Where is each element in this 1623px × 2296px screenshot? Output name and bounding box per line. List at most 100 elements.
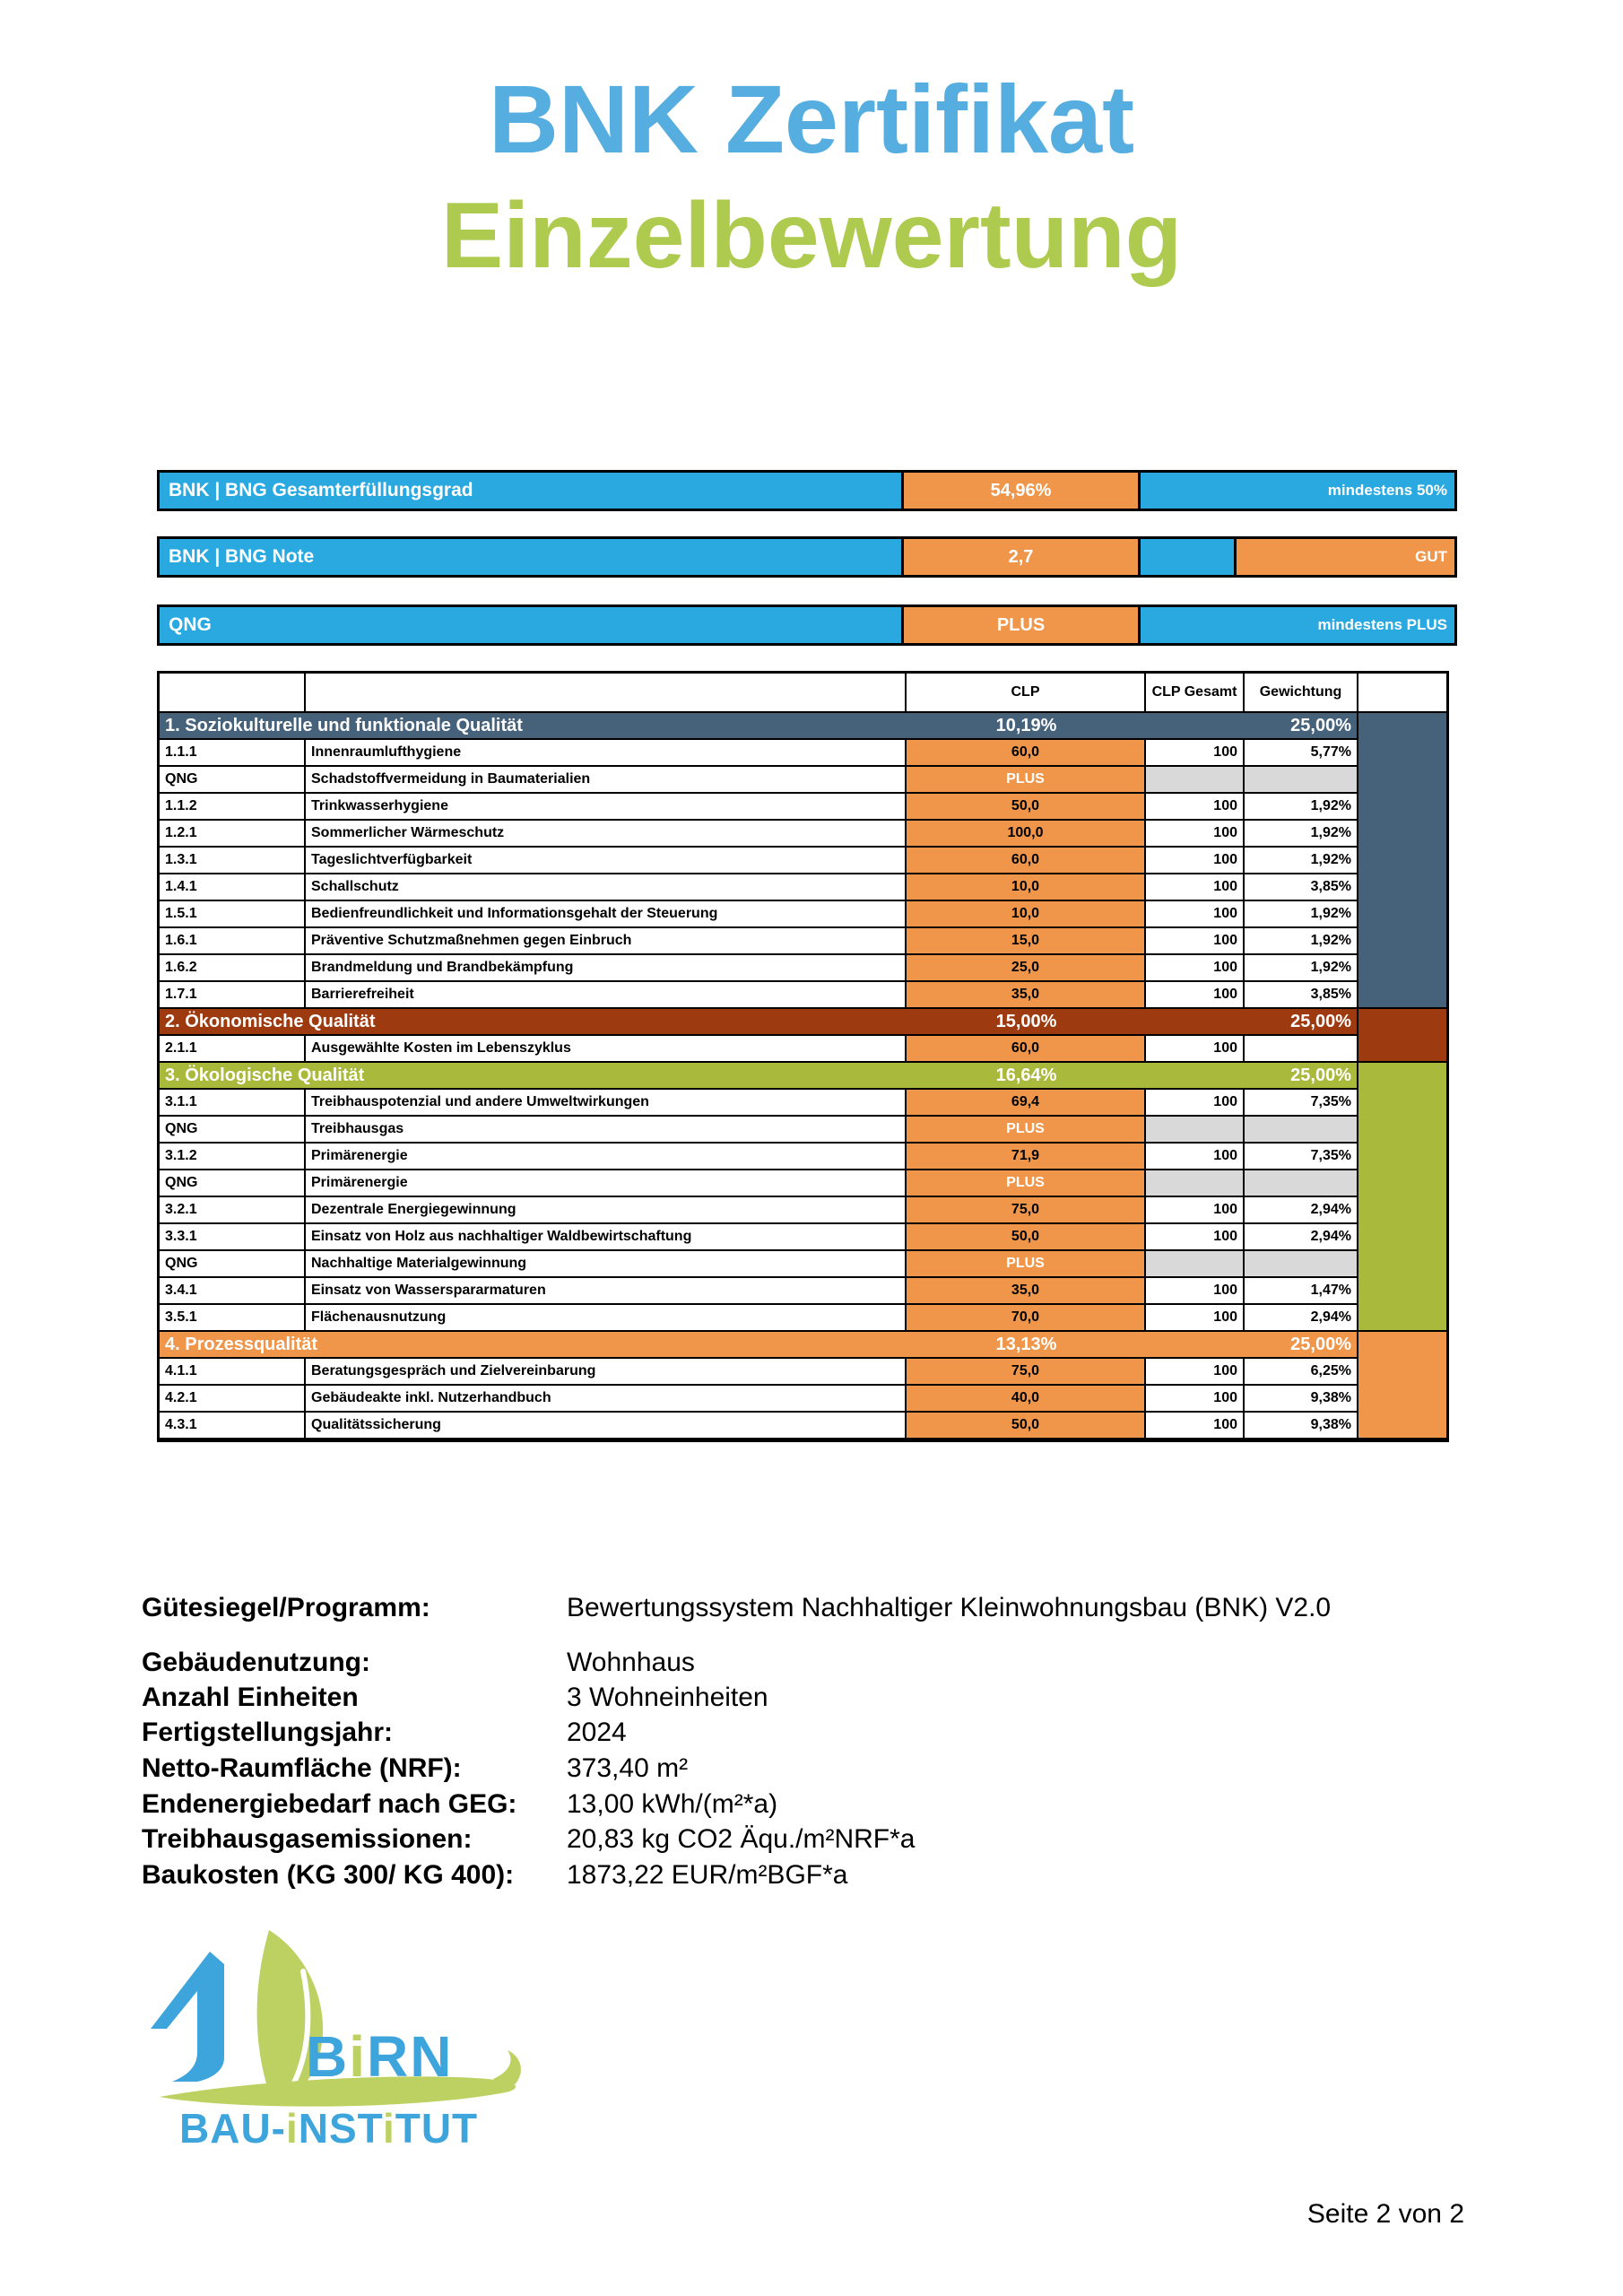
row-clp-gesamt-cell: 100	[1146, 1359, 1245, 1386]
info-row-treibhausgasemissionen: Treibhausgasemissionen: 20,83 kg CO2 Äqu…	[142, 1824, 916, 1855]
bar-minimum-note: mindestens 50%	[1141, 473, 1454, 509]
row-name-cell: Gebäudeakte inkl. Nutzerhandbuch	[306, 1386, 907, 1413]
row-weight-cell	[1245, 1170, 1358, 1197]
row-id-cell: 1.2.1	[160, 821, 306, 848]
row-clp-gesamt-cell: 100	[1146, 1305, 1245, 1332]
row-id-cell: QNG	[160, 1170, 306, 1197]
info-label: Anzahl Einheiten	[142, 1683, 359, 1712]
row-clp-cell: 70,0	[907, 1305, 1146, 1332]
row-name-cell: Qualitätssicherung	[306, 1413, 907, 1439]
row-name-cell: Innenraumlufthygiene	[306, 740, 907, 767]
logo-swoosh-tip	[493, 2050, 521, 2087]
summary-bar-gesamterfuellungsgrad: BNK | BNG Gesamterfüllungsgrad 54,96% mi…	[157, 470, 1457, 511]
section-title: 1. Soziokulturelle und funktionale Quali…	[160, 713, 907, 740]
row-clp-gesamt-cell: 100	[1146, 928, 1245, 955]
row-clp-cell: 15,0	[907, 928, 1146, 955]
row-id-cell: 4.1.1	[160, 1359, 306, 1386]
row-weight-cell: 7,35%	[1245, 1144, 1358, 1170]
section-spacer-cell	[1146, 713, 1245, 740]
row-weight-cell: 1,92%	[1245, 821, 1358, 848]
row-clp-cell: 60,0	[907, 1036, 1146, 1063]
bar-label: BNK | BNG Gesamterfüllungsgrad	[160, 473, 904, 509]
row-id-cell: 3.5.1	[160, 1305, 306, 1332]
row-weight-cell: 1,92%	[1245, 928, 1358, 955]
row-clp-gesamt-cell: 100	[1146, 740, 1245, 767]
row-clp-cell: 10,0	[907, 874, 1146, 901]
table-header-cell	[160, 674, 306, 713]
row-id-cell: 4.3.1	[160, 1413, 306, 1439]
row-id-cell: 1.4.1	[160, 874, 306, 901]
row-clp-cell: 25,0	[907, 955, 1146, 982]
section-side-band	[1358, 1332, 1446, 1439]
row-weight-cell: 7,35%	[1245, 1090, 1358, 1117]
info-row-baukosten: Baukosten (KG 300/ KG 400): 1873,22 EUR/…	[142, 1860, 847, 1891]
row-name-cell: Präventive Schutzmaßnehmen gegen Einbruc…	[306, 928, 907, 955]
page-number: Seite 2 von 2	[1306, 2199, 1464, 2229]
info-value: 373,40 m²	[567, 1753, 689, 1783]
bar-value: 2,7	[904, 539, 1141, 575]
row-clp-gesamt-cell: 100	[1146, 955, 1245, 982]
birn-logo	[151, 1930, 521, 2107]
row-name-cell: Dezentrale Energiegewinnung	[306, 1197, 907, 1224]
logo-swoosh	[160, 2076, 516, 2107]
logo-text-segment: i	[285, 2105, 299, 2152]
row-name-cell: Ausgewählte Kosten im Lebenszyklus	[306, 1036, 907, 1063]
assessment-table: CLP CLP Gesamt Gewichtung 1. Soziokulturell…	[157, 671, 1449, 1442]
row-id-cell: QNG	[160, 1251, 306, 1278]
row-weight-cell: 3,85%	[1245, 982, 1358, 1009]
info-label: Gütesiegel/Programm:	[142, 1593, 430, 1622]
info-value: Wohnhaus	[567, 1648, 695, 1677]
section-clp-value: 10,19%	[907, 713, 1146, 740]
row-id-cell: 2.1.1	[160, 1036, 306, 1063]
section-spacer-cell	[1146, 1009, 1245, 1036]
row-weight-cell: 1,92%	[1245, 901, 1358, 928]
row-id-cell: 1.7.1	[160, 982, 306, 1009]
row-weight-cell: 3,85%	[1245, 874, 1358, 901]
section-side-band	[1358, 1063, 1446, 1332]
row-weight-cell: 9,38%	[1245, 1386, 1358, 1413]
bar-minimum-note: mindestens PLUS	[1141, 607, 1454, 643]
row-weight-cell: 5,77%	[1245, 740, 1358, 767]
logo-text-segment: i	[349, 2024, 367, 2089]
section-weight-value: 25,00%	[1245, 1009, 1358, 1036]
row-name-cell: Treibhauspotenzial und andere Umweltwirk…	[306, 1090, 907, 1117]
table-header-cell: CLP Gesamt	[1146, 674, 1245, 713]
row-clp-cell: 50,0	[907, 794, 1146, 821]
row-id-cell: 3.2.1	[160, 1197, 306, 1224]
row-id-cell: 1.6.2	[160, 955, 306, 982]
row-clp-cell: PLUS	[907, 1170, 1146, 1197]
row-clp-gesamt-cell	[1146, 767, 1245, 794]
logo-text-segment: NST	[298, 2105, 383, 2152]
section-clp-value: 15,00%	[907, 1009, 1146, 1036]
row-clp-gesamt-cell: 100	[1146, 1413, 1245, 1439]
section-weight-value: 25,00%	[1245, 1063, 1358, 1090]
info-label: Endenergiebedarf nach GEG:	[142, 1789, 517, 1819]
row-name-cell: Beratungsgespräch und Zielvereinbarung	[306, 1359, 907, 1386]
section-side-band	[1358, 1009, 1446, 1063]
row-name-cell: Schallschutz	[306, 874, 907, 901]
table-header-cell	[306, 674, 907, 713]
row-weight-cell	[1245, 1036, 1358, 1063]
bar-value: 54,96%	[904, 473, 1141, 509]
logo-leaf-vein	[290, 1969, 311, 2089]
info-label: Fertigstellungsjahr:	[142, 1718, 394, 1747]
table-header-cell: Gewichtung	[1245, 674, 1358, 713]
info-value: 2024	[567, 1718, 627, 1747]
logo-text-segment: RN	[367, 2024, 454, 2089]
row-clp-cell: 75,0	[907, 1359, 1146, 1386]
bar-grade-badge: GUT	[1237, 539, 1454, 575]
row-id-cell: 3.1.1	[160, 1090, 306, 1117]
logo-text-segment: i	[382, 2105, 395, 2152]
row-name-cell: Primärenergie	[306, 1170, 907, 1197]
row-name-cell: Nachhaltige Materialgewinnung	[306, 1251, 907, 1278]
row-clp-gesamt-cell: 100	[1146, 1386, 1245, 1413]
table-header-cell: CLP	[907, 674, 1146, 713]
row-clp-cell: 35,0	[907, 1278, 1146, 1305]
row-clp-cell: 40,0	[907, 1386, 1146, 1413]
row-id-cell: 1.5.1	[160, 901, 306, 928]
row-clp-gesamt-cell: 100	[1146, 901, 1245, 928]
table-header-cell	[1358, 674, 1446, 713]
bar-spacer-cell	[1141, 539, 1237, 575]
row-clp-cell: 50,0	[907, 1413, 1146, 1439]
